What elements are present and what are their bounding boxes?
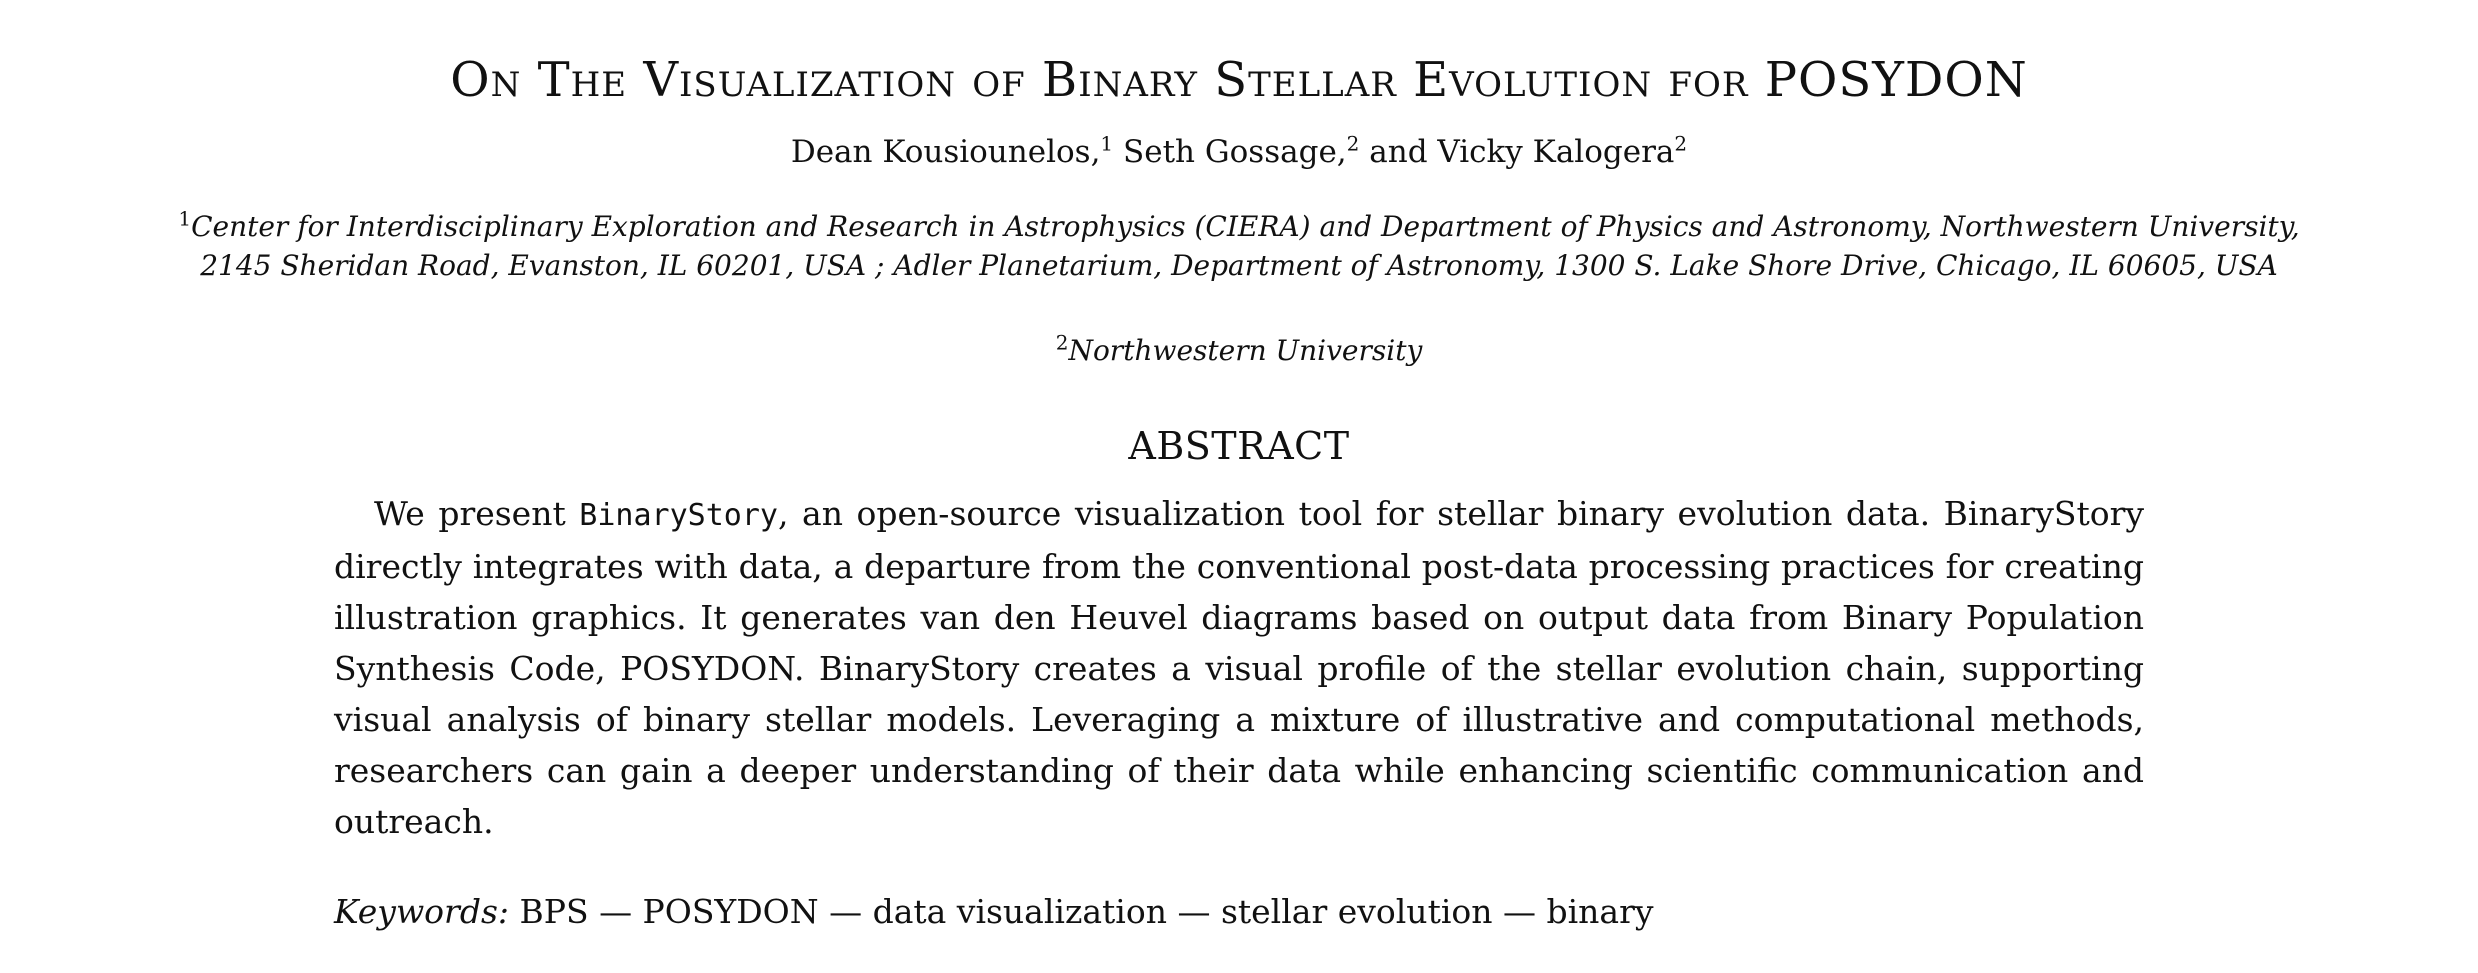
author-name: Seth Gossage, — [1123, 134, 1347, 170]
affiliation-mark: 2 — [1346, 131, 1360, 156]
affiliation-mark: 2 — [1674, 131, 1688, 156]
affiliation-mark: 1 — [178, 206, 192, 231]
keywords-label: Keywords: — [334, 892, 510, 931]
author-list: Dean Kousiounelos,1 Seth Gossage,2 and V… — [0, 134, 2478, 170]
affiliation-2: 2Northwestern University — [160, 331, 2318, 370]
keywords-text: BPS — POSYDON — data visualization — ste… — [519, 892, 1654, 931]
abstract-heading: ABSTRACT — [1128, 424, 1350, 468]
affiliation-mark: 2 — [1055, 330, 1069, 355]
affiliation-text: Northwestern University — [1068, 334, 1423, 367]
paper-title: On The Visualization of Binary Stellar E… — [450, 52, 2028, 108]
keywords-line: Keywords: BPS — POSYDON — data visualiza… — [334, 892, 2144, 931]
abstract-lead: We present — [374, 494, 580, 533]
tool-name: BinaryStory — [579, 498, 778, 533]
author-name: and Vicky Kalogera — [1369, 134, 1675, 170]
abstract-text: , an open-source visualization tool for … — [334, 494, 2144, 841]
affiliation-1: 1Center for Interdisciplinary Exploratio… — [160, 207, 2318, 285]
affiliation-mark: 1 — [1100, 131, 1114, 156]
affiliation-text: Center for Interdisciplinary Exploration… — [191, 210, 2300, 282]
author-name: Dean Kousiounelos, — [790, 134, 1101, 170]
abstract-body: We present BinaryStory, an open-source v… — [334, 488, 2144, 847]
